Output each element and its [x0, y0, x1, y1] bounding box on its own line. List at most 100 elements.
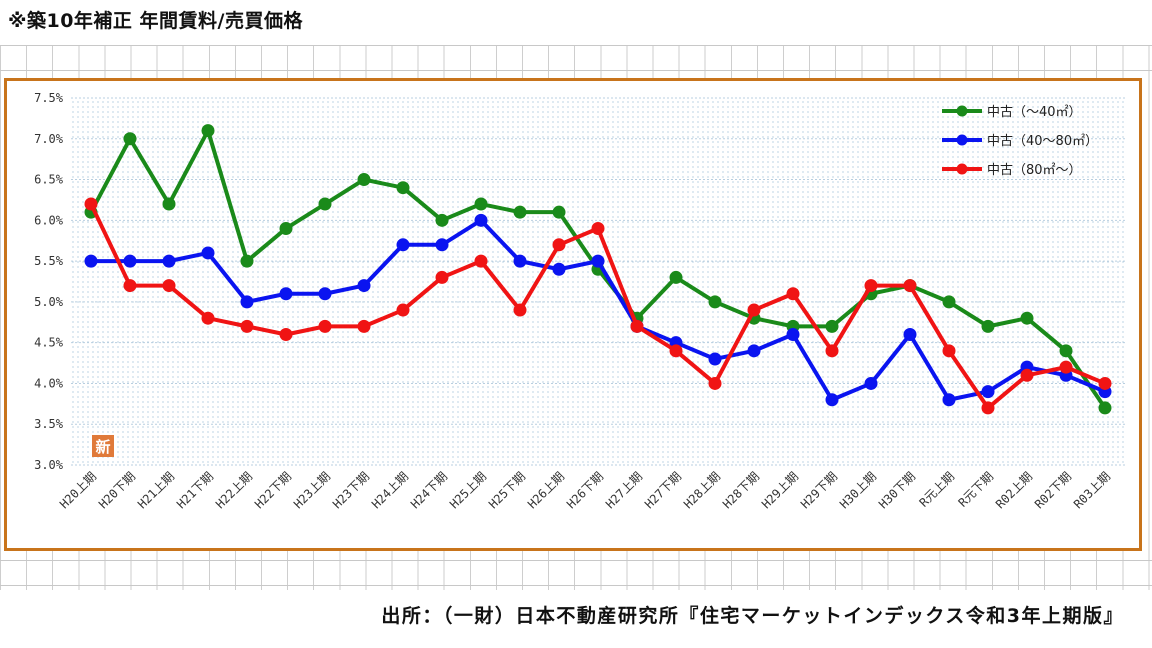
x-tick-label: H25下期 [486, 469, 528, 511]
data-point [396, 238, 410, 252]
new-badge: 新 [92, 435, 114, 457]
data-point [981, 319, 995, 333]
x-tick-label: H29下期 [798, 469, 840, 511]
data-point [240, 254, 254, 268]
legend-label: 中古（80㎡～） [987, 163, 1082, 178]
data-point [669, 270, 683, 284]
data-point [591, 254, 605, 268]
x-tick-label: H26上期 [525, 469, 567, 511]
data-point [942, 295, 956, 309]
data-point [1020, 368, 1034, 382]
x-tick-label: H25上期 [447, 469, 489, 511]
y-tick-label: 7.0% [34, 132, 64, 146]
data-point [84, 197, 98, 211]
data-point [747, 303, 761, 317]
data-point [435, 270, 449, 284]
y-tick-label: 4.5% [34, 336, 64, 350]
data-point [864, 279, 878, 293]
x-tick-label: H23上期 [291, 469, 333, 511]
y-tick-label: 7.5% [34, 91, 64, 105]
data-point [1020, 311, 1034, 325]
data-point [708, 352, 722, 366]
x-tick-label: H28上期 [681, 469, 723, 511]
y-tick-label: 4.0% [34, 376, 64, 390]
data-point [357, 173, 371, 187]
x-tick-label: H21上期 [135, 469, 177, 511]
data-point [162, 254, 176, 268]
data-point [201, 246, 215, 260]
data-point [591, 221, 605, 235]
data-point [123, 279, 137, 293]
data-point [318, 319, 332, 333]
x-tick-label: H20下期 [96, 469, 138, 511]
x-tick-label: R03上期 [1071, 469, 1113, 511]
data-point [318, 287, 332, 301]
data-point [435, 213, 449, 227]
data-point [396, 181, 410, 195]
data-point [552, 238, 566, 252]
x-tick-label: H24下期 [408, 469, 450, 511]
y-tick-label: 5.5% [34, 254, 64, 268]
data-point [201, 311, 215, 325]
data-point [708, 376, 722, 390]
source-citation: 出所：（一財）日本不動産研究所『住宅マーケットインデックス令和3年上期版』 [381, 605, 1124, 627]
data-point [942, 344, 956, 358]
background-grid-line [0, 560, 1152, 561]
data-point [903, 279, 917, 293]
x-tick-label: H24上期 [369, 469, 411, 511]
x-tick-label: H26下期 [564, 469, 606, 511]
data-point [708, 295, 722, 309]
background-grid-line [0, 70, 1152, 71]
data-point [474, 254, 488, 268]
data-point [786, 328, 800, 342]
data-point [1098, 401, 1112, 415]
data-point [864, 376, 878, 390]
data-point [513, 205, 527, 219]
x-tick-label: H22下期 [252, 469, 294, 511]
series-lines [84, 124, 1112, 415]
x-tick-label: H23下期 [330, 469, 372, 511]
data-point [240, 295, 254, 309]
data-point [279, 328, 293, 342]
x-tick-label: H30下期 [876, 469, 918, 511]
data-point [786, 287, 800, 301]
data-point [318, 197, 332, 211]
data-point [357, 279, 371, 293]
data-point [240, 319, 254, 333]
data-point [357, 319, 371, 333]
background-grid-line [0, 585, 1152, 586]
y-tick-label: 3.5% [34, 417, 64, 431]
data-point [630, 319, 644, 333]
data-point [474, 213, 488, 227]
data-point [825, 344, 839, 358]
data-point [825, 393, 839, 407]
data-point [123, 132, 137, 146]
series-1 [84, 213, 1112, 407]
y-tick-label: 6.0% [34, 213, 64, 227]
series-2 [84, 197, 1112, 415]
data-point [279, 287, 293, 301]
legend: 中古（～40㎡） 中古（40～80㎡） 中古（80㎡～） [942, 105, 1098, 178]
x-tick-label: R元上期 [917, 469, 957, 509]
x-tick-label: H28下期 [720, 469, 762, 511]
x-tick-label: H27上期 [603, 469, 645, 511]
x-tick-label: R元下期 [956, 469, 996, 509]
data-point [552, 262, 566, 276]
legend-label: 中古（～40㎡） [987, 105, 1082, 120]
data-point [747, 344, 761, 358]
background-grid-line [0, 45, 1152, 46]
x-tick-label: H27下期 [642, 469, 684, 511]
x-axis-ticks: H20上期H20下期H21上期H21下期H22上期H22下期H23上期H23下期… [57, 469, 1113, 511]
y-axis-ticks: 3.0% 3.5% 4.0% 4.5% 5.0% 5.5% 6.0% 6.5% 7.0% 7.5% [34, 91, 64, 472]
data-point [84, 254, 98, 268]
x-tick-label: H20上期 [57, 469, 99, 511]
data-point [981, 385, 995, 399]
data-point [1059, 360, 1073, 374]
y-tick-label: 3.0% [34, 458, 64, 472]
data-point [396, 303, 410, 317]
badge-text: 新 [95, 438, 110, 456]
series-0 [84, 124, 1112, 415]
data-point [435, 238, 449, 252]
y-tick-label: 5.0% [34, 295, 64, 309]
data-point [1059, 344, 1073, 358]
